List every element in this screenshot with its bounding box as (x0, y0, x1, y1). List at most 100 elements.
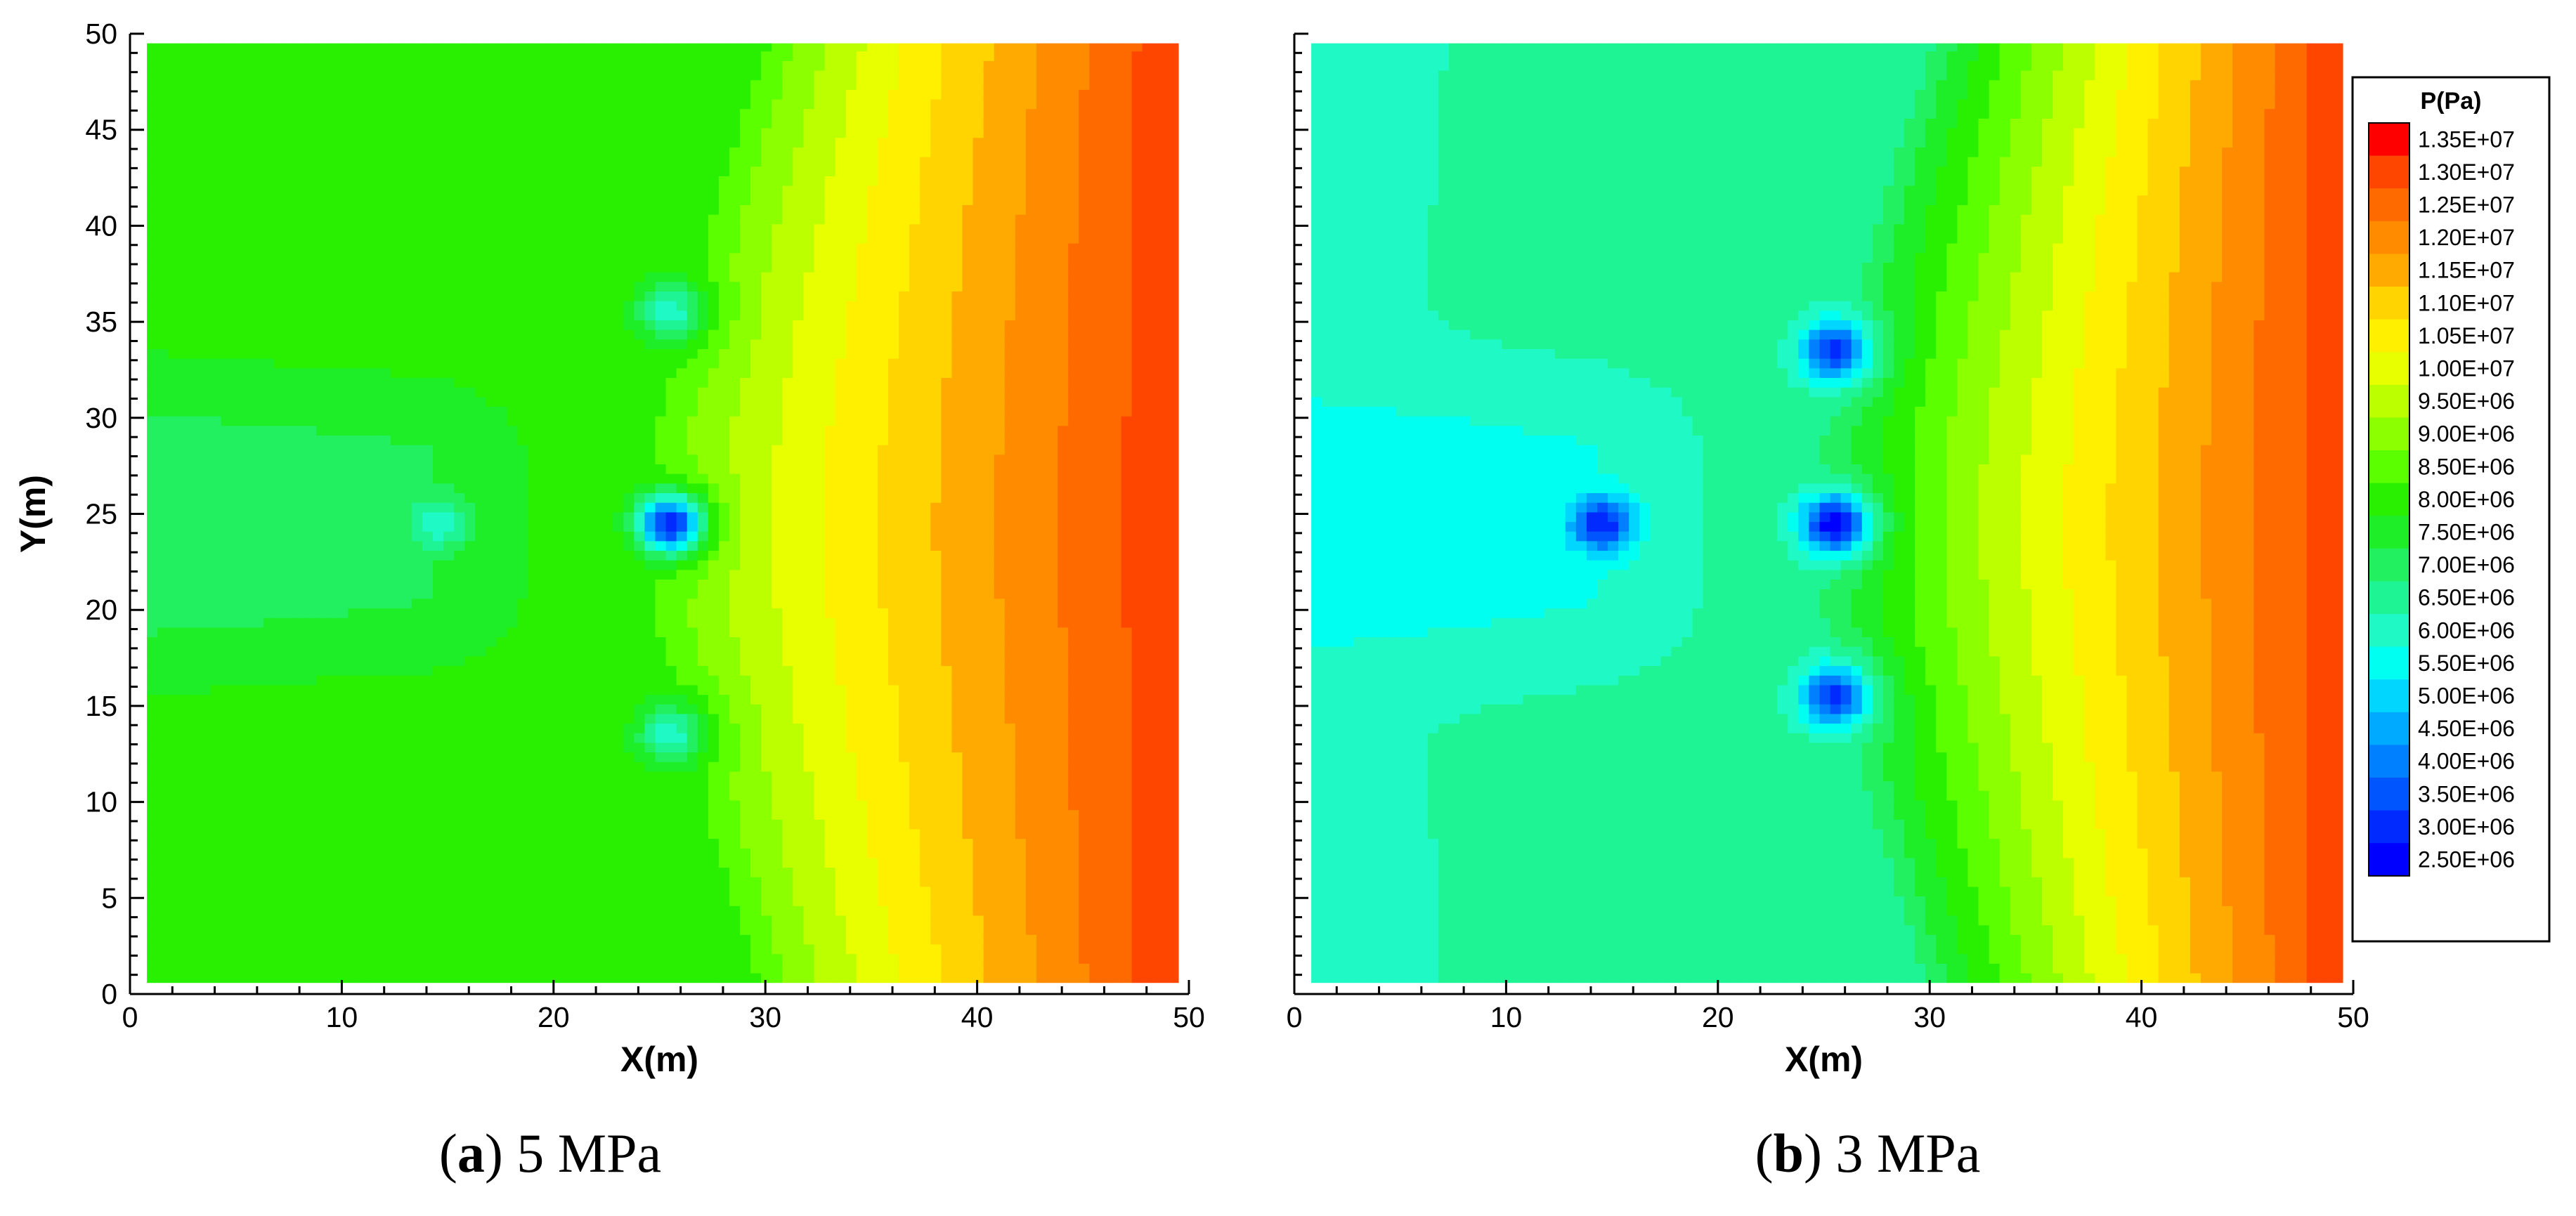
contour-cell (210, 886, 222, 897)
contour-cell (454, 98, 465, 110)
contour-cell (178, 291, 190, 301)
contour-cell (337, 60, 349, 71)
contour-cell (348, 589, 360, 599)
contour-cell (411, 118, 423, 129)
contour-cell (327, 281, 338, 292)
contour-cell (528, 886, 540, 897)
contour-cell (263, 43, 275, 52)
contour-cell (655, 924, 667, 935)
contour-cell (623, 473, 635, 484)
contour-cell (337, 137, 349, 148)
contour-cell (285, 809, 296, 820)
contour-cell (623, 896, 635, 906)
contour-cell (665, 790, 677, 801)
contour-cell (665, 646, 677, 657)
contour-cell (189, 502, 201, 513)
contour-cell (528, 972, 540, 983)
contour-cell (634, 655, 645, 667)
contour-cell (580, 886, 592, 897)
contour-cell (285, 367, 296, 378)
contour-cell (379, 761, 391, 772)
contour-cell (348, 790, 360, 801)
contour-cell (433, 137, 444, 148)
contour-cell (306, 780, 317, 791)
contour-cell (486, 377, 497, 388)
contour-cell (665, 799, 677, 811)
contour-cell (570, 915, 582, 926)
contour-cell (285, 406, 296, 417)
contour-cell (475, 377, 486, 388)
contour-cell (602, 98, 613, 110)
contour-cell (644, 502, 656, 513)
contour-cell (189, 953, 201, 964)
contour-cell (507, 560, 519, 570)
contour-cell (200, 848, 212, 858)
contour-cell (580, 156, 592, 167)
contour-cell (613, 137, 624, 148)
contour-cell (242, 531, 254, 542)
contour-cell (655, 598, 667, 609)
contour-cell (178, 886, 190, 897)
contour-cell (580, 915, 592, 926)
contour-cell (486, 243, 497, 254)
contour-cell (507, 492, 519, 503)
contour-cell (285, 223, 296, 234)
contour-cell (157, 809, 169, 820)
contour-cell (147, 204, 158, 215)
contour-cell (221, 358, 233, 369)
contour-cell (538, 406, 550, 417)
contour-cell (200, 492, 212, 503)
contour-cell (273, 780, 285, 791)
contour-cell (252, 396, 264, 407)
contour-cell (327, 531, 338, 542)
contour-cell (210, 627, 222, 638)
contour-cell (623, 223, 635, 234)
contour-cell (221, 98, 233, 110)
contour-cell (665, 694, 677, 705)
contour-cell (486, 79, 497, 90)
contour-cell (665, 934, 677, 945)
contour-cell (475, 934, 486, 945)
contour-cell (517, 243, 529, 254)
contour-cell (147, 906, 158, 916)
contour-cell (390, 579, 402, 589)
contour-cell (210, 906, 222, 916)
contour-cell (242, 694, 254, 705)
contour-cell (559, 195, 571, 205)
contour-cell (634, 953, 645, 964)
contour-cell (231, 464, 243, 474)
contour-cell (464, 358, 476, 369)
contour-cell (676, 963, 688, 974)
contour-cell (411, 636, 423, 647)
contour-cell (613, 569, 624, 580)
contour-cell (655, 320, 667, 330)
contour-cell (644, 416, 656, 426)
contour-cell (602, 723, 613, 733)
contour-cell (580, 51, 592, 61)
contour-cell (379, 195, 391, 205)
contour-cell (676, 281, 688, 292)
contour-cell (252, 886, 264, 897)
contour-cell (210, 915, 222, 926)
contour-cell (147, 70, 158, 81)
contour-cell (358, 906, 370, 916)
contour-cell (295, 79, 306, 90)
contour-cell (147, 425, 158, 436)
contour-cell (411, 867, 423, 877)
contour-cell (285, 502, 296, 513)
contour-cell (634, 694, 645, 705)
contour-cell (528, 809, 540, 820)
contour-cell (379, 137, 391, 148)
contour-cell (200, 60, 212, 71)
contour-cell (507, 233, 519, 244)
contour-cell (623, 627, 635, 638)
contour-cell (273, 89, 285, 100)
contour-cell (263, 396, 275, 407)
contour-cell (454, 550, 465, 561)
contour-cell (549, 963, 561, 974)
contour-cell (210, 655, 222, 667)
contour-cell (665, 655, 677, 667)
contour-cell (602, 454, 613, 465)
contour-cell (433, 502, 444, 513)
contour-cell (507, 761, 519, 772)
